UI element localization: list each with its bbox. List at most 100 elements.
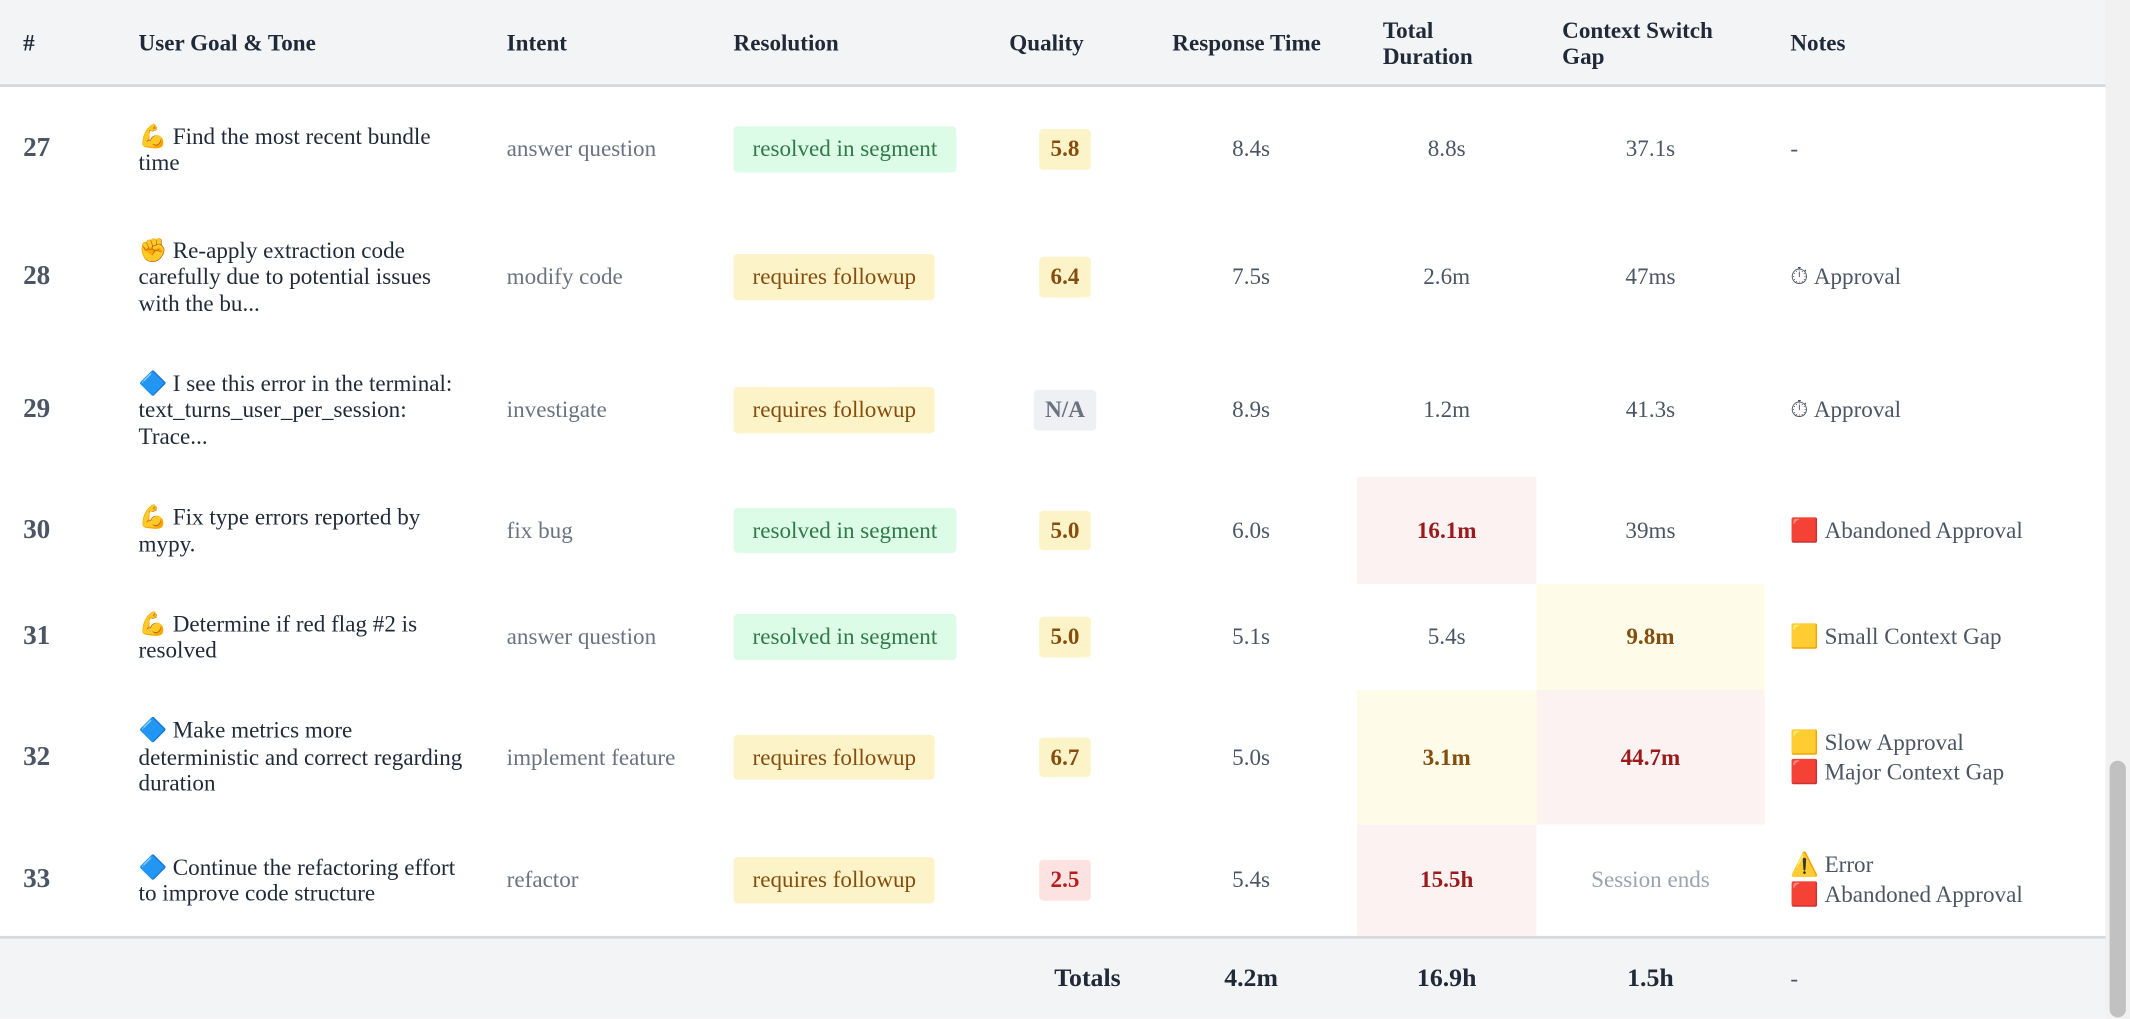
- resolution-badge: resolved in segment: [733, 126, 957, 173]
- goal-label: Determine if red flag #2 is resolved: [138, 610, 418, 663]
- totals-notes: -: [1790, 965, 1799, 992]
- column-header[interactable]: Quality: [1009, 30, 1084, 57]
- note-icon: ⏱: [1790, 396, 1809, 423]
- resolution-cell: requires followup: [733, 690, 992, 824]
- quality-badge: 6.4: [1039, 257, 1091, 298]
- response-cell: 5.0s: [1172, 690, 1330, 824]
- goal-icon: 💪: [138, 503, 168, 530]
- scrollbar-thumb[interactable]: [2109, 760, 2126, 1018]
- row-number-text: 30: [23, 514, 51, 545]
- totals-response: 4.2m: [1224, 964, 1278, 993]
- row-number-text: 32: [23, 741, 51, 772]
- response-time: 5.1s: [1232, 623, 1271, 650]
- row-number-text: 29: [23, 394, 51, 425]
- totals-row: [0, 935, 2106, 1019]
- column-header[interactable]: Total Duration: [1382, 16, 1473, 70]
- row-number-text: 31: [23, 621, 51, 652]
- response-cell: 5.4s: [1172, 825, 1330, 936]
- note-text: Approval: [1813, 396, 1902, 423]
- note-text: Abandoned Approval: [1824, 516, 2023, 543]
- quality-badge: 2.5: [1039, 860, 1091, 901]
- resolution-cell: requires followup: [733, 825, 992, 936]
- goal-icon: 🔷: [138, 717, 168, 744]
- intent-text: fix bug: [506, 517, 573, 544]
- notes-list: ⏱ Approval: [1790, 395, 1901, 425]
- resolution-cell: requires followup: [733, 344, 992, 477]
- note: 🟨 Slow Approval: [1790, 727, 2004, 757]
- note-text: Small Context Gap: [1824, 623, 2002, 650]
- duration-cell: 3.1m: [1357, 690, 1537, 825]
- quality-badge: 5.0: [1039, 617, 1091, 658]
- goal-label: I see this error in the terminal: text_t…: [138, 370, 453, 450]
- total-duration: 8.8s: [1427, 136, 1466, 162]
- gap-cell: Session ends: [1536, 825, 1764, 936]
- notes-list: -: [1790, 134, 1798, 164]
- row-number: 28: [23, 211, 105, 344]
- goal-icon: 🔷: [138, 370, 168, 397]
- context-gap: 37.1s: [1625, 136, 1676, 162]
- goal-cell: 💪 Fix type errors reported by mypy.: [139, 477, 472, 584]
- resolution-badge: requires followup: [733, 857, 936, 903]
- response-time: 5.0s: [1232, 744, 1271, 770]
- quality-cell: 5.8: [1009, 88, 1120, 210]
- totals-cell: -: [1790, 939, 1926, 1019]
- response-time: 6.0s: [1232, 517, 1271, 544]
- totals-cell: 16.9h: [1357, 939, 1536, 1019]
- total-duration: 15.5h: [1420, 866, 1474, 893]
- note-icon: ⚠️: [1790, 851, 1820, 878]
- column-header[interactable]: #: [23, 30, 35, 57]
- resolution-badge: requires followup: [733, 734, 936, 781]
- goal-text: 💪 Fix type errors reported by mypy.: [139, 504, 472, 557]
- note: 🟨 Small Context Gap: [1790, 622, 2001, 652]
- duration-cell: 5.4s: [1357, 584, 1536, 690]
- column-header[interactable]: Resolution: [733, 30, 839, 57]
- resolution-cell: resolved in segment: [733, 584, 992, 690]
- notes-cell: 🟨 Slow Approval 🟥 Major Context Gap: [1790, 690, 2102, 824]
- response-cell: 7.5s: [1172, 211, 1330, 344]
- note-text: -: [1790, 135, 1799, 162]
- duration-cell: 1.2m: [1357, 344, 1536, 477]
- goal-text: 🔷 Continue the refactoring effort to impr…: [139, 854, 472, 907]
- goal-text: 💪 Determine if red flag #2 is resolved: [139, 611, 472, 664]
- goal-cell: 🔷 I see this error in the terminal: text_…: [139, 344, 472, 477]
- goal-icon: 🔷: [138, 853, 168, 880]
- context-gap: 39ms: [1625, 517, 1676, 544]
- quality-badge: 5.0: [1039, 510, 1091, 551]
- intent-text: modify code: [506, 263, 623, 290]
- quality-cell: 6.7: [1009, 690, 1120, 824]
- column-header[interactable]: Intent: [506, 30, 568, 57]
- duration-cell: 16.1m: [1357, 476, 1537, 585]
- row-number: 33: [23, 825, 105, 936]
- note-icon: ⏱: [1790, 263, 1809, 290]
- intent-cell: modify code: [507, 211, 724, 344]
- column-header[interactable]: Response Time: [1172, 30, 1321, 57]
- quality-cell: 5.0: [1009, 477, 1120, 584]
- quality-badge: 6.7: [1039, 737, 1091, 778]
- total-duration: 16.1m: [1416, 517, 1477, 544]
- totals-cell: Totals: [951, 939, 1120, 1019]
- notes-list: 🟨 Slow Approval 🟥 Major Context Gap: [1790, 727, 2004, 787]
- quality-cell: 2.5: [1009, 825, 1120, 936]
- notes-cell: ⚠️ Error 🟥 Abandoned Approval: [1790, 825, 2102, 936]
- goal-icon: 💪: [138, 610, 168, 637]
- gap-cell: 44.7m: [1536, 690, 1765, 825]
- goal-label: Find the most recent bundle time: [138, 122, 431, 176]
- note-icon: 🟥: [1790, 881, 1820, 908]
- row-divider: [0, 935, 2106, 936]
- note-text: Slow Approval: [1824, 728, 1964, 755]
- resolution-badge: requires followup: [733, 387, 936, 433]
- column-header[interactable]: Notes: [1790, 30, 1846, 57]
- intent-cell: refactor: [507, 825, 724, 936]
- table-header: [0, 0, 2106, 87]
- column-header[interactable]: Context Switch Gap: [1562, 16, 1713, 70]
- goal-cell: 💪 Find the most recent bundle time: [139, 88, 472, 210]
- column-header[interactable]: User Goal & Tone: [138, 30, 316, 57]
- resolution-badge: requires followup: [733, 254, 936, 300]
- goal-icon: 💪: [138, 122, 168, 149]
- response-cell: 5.1s: [1172, 584, 1330, 690]
- row-number: 27: [23, 88, 105, 210]
- gap-cell: 39ms: [1536, 477, 1764, 584]
- goal-cell: 💪 Determine if red flag #2 is resolved: [139, 584, 472, 690]
